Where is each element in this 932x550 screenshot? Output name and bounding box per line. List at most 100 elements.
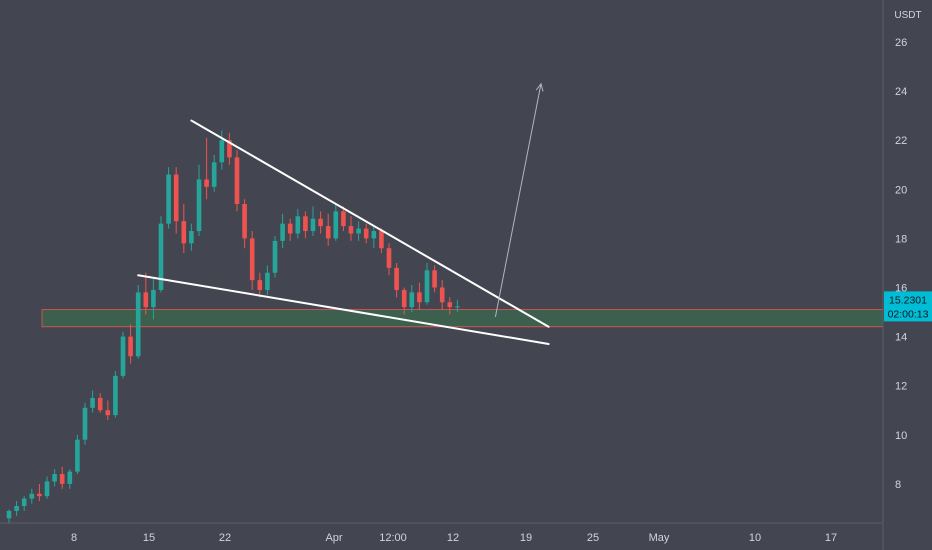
candle[interactable] [325,213,331,246]
candle[interactable] [14,501,19,516]
candle[interactable] [318,211,323,234]
candle[interactable] [265,265,270,295]
candle[interactable] [135,285,141,359]
candle-body [432,270,437,288]
candle-body [272,240,278,273]
last-price-tag-bg [884,291,932,322]
candle-body [6,510,12,519]
time-tick-label: Apr [325,532,342,544]
candle[interactable] [82,402,88,445]
candle[interactable] [211,154,217,192]
candle[interactable] [386,243,392,276]
candle-body [29,493,35,499]
candle[interactable] [401,287,407,315]
candle-body [234,157,240,205]
candle[interactable] [158,216,164,293]
candle[interactable] [204,137,209,200]
candle[interactable] [21,496,27,511]
candle-body [227,140,232,158]
candle-body [424,270,430,303]
candle-body [333,211,339,239]
candle-body [204,179,209,187]
candle-body [52,474,57,482]
candle[interactable] [432,265,437,293]
candle[interactable] [105,400,111,421]
candle[interactable] [113,370,118,418]
candle[interactable] [356,221,361,241]
candle[interactable] [394,262,399,298]
price-tick-label: 26 [895,37,907,49]
candle[interactable] [219,130,225,170]
candle[interactable] [348,216,354,241]
candle[interactable] [120,331,126,379]
candle[interactable] [242,199,247,249]
candle[interactable] [196,164,202,236]
candle-body [417,292,422,303]
candle[interactable] [257,272,263,298]
candle[interactable] [280,213,285,249]
candle[interactable] [409,285,415,313]
candle[interactable] [287,218,293,241]
candle[interactable] [44,476,50,499]
candle-body [287,223,293,234]
candle[interactable] [424,262,430,305]
candle-body [303,216,308,232]
candle[interactable] [249,231,255,290]
support-zone[interactable] [41,309,884,328]
candle-body [341,211,346,227]
candle[interactable] [52,469,57,487]
candle[interactable] [181,204,187,254]
candle[interactable] [227,132,232,165]
projection-arrow-line[interactable] [494,83,542,318]
candle[interactable] [303,211,308,239]
candle-body [189,231,194,244]
trendline-lower[interactable] [137,274,550,345]
candle[interactable] [363,223,369,244]
candle-body [97,397,103,411]
candle-body [196,179,202,232]
candle[interactable] [189,223,194,251]
candle[interactable] [417,282,422,310]
candle-body [113,375,118,416]
candle-body [348,226,354,234]
candle[interactable] [234,150,240,212]
candle[interactable] [97,393,103,413]
candle[interactable] [447,297,453,315]
candle-body [105,410,111,416]
candle[interactable] [379,228,384,254]
candle[interactable] [75,434,80,475]
candle-body [173,174,179,222]
candle[interactable] [143,272,149,315]
candle[interactable] [128,324,133,364]
candle[interactable] [151,277,156,320]
candle-body [211,162,217,187]
candle-body [325,226,331,239]
candle[interactable] [90,390,95,413]
candle-body [363,228,369,239]
candle[interactable] [272,235,278,278]
time-tick-label: 15 [143,532,155,544]
candle[interactable] [439,280,445,310]
price-tick-label: 22 [895,135,907,147]
candle[interactable] [173,167,179,234]
candle[interactable] [37,483,42,502]
candle-body [439,287,445,303]
candle-body [82,407,88,440]
candle[interactable] [295,208,301,239]
candle-body [242,204,247,239]
candle[interactable] [29,488,35,504]
candle[interactable] [333,204,339,241]
time-axis[interactable]: 8 15 22 Apr 12:00 12 19 25 May 10 17 [71,532,837,544]
candle[interactable] [371,226,377,249]
candle[interactable] [166,167,171,229]
candle[interactable] [59,466,65,489]
trendline-upper[interactable] [190,119,550,328]
candle[interactable] [310,206,316,236]
candle[interactable] [341,206,346,232]
candle-body [394,267,399,290]
candle[interactable] [6,509,12,524]
candle[interactable] [67,469,73,489]
candle[interactable] [455,299,460,313]
candle-body [249,238,255,281]
